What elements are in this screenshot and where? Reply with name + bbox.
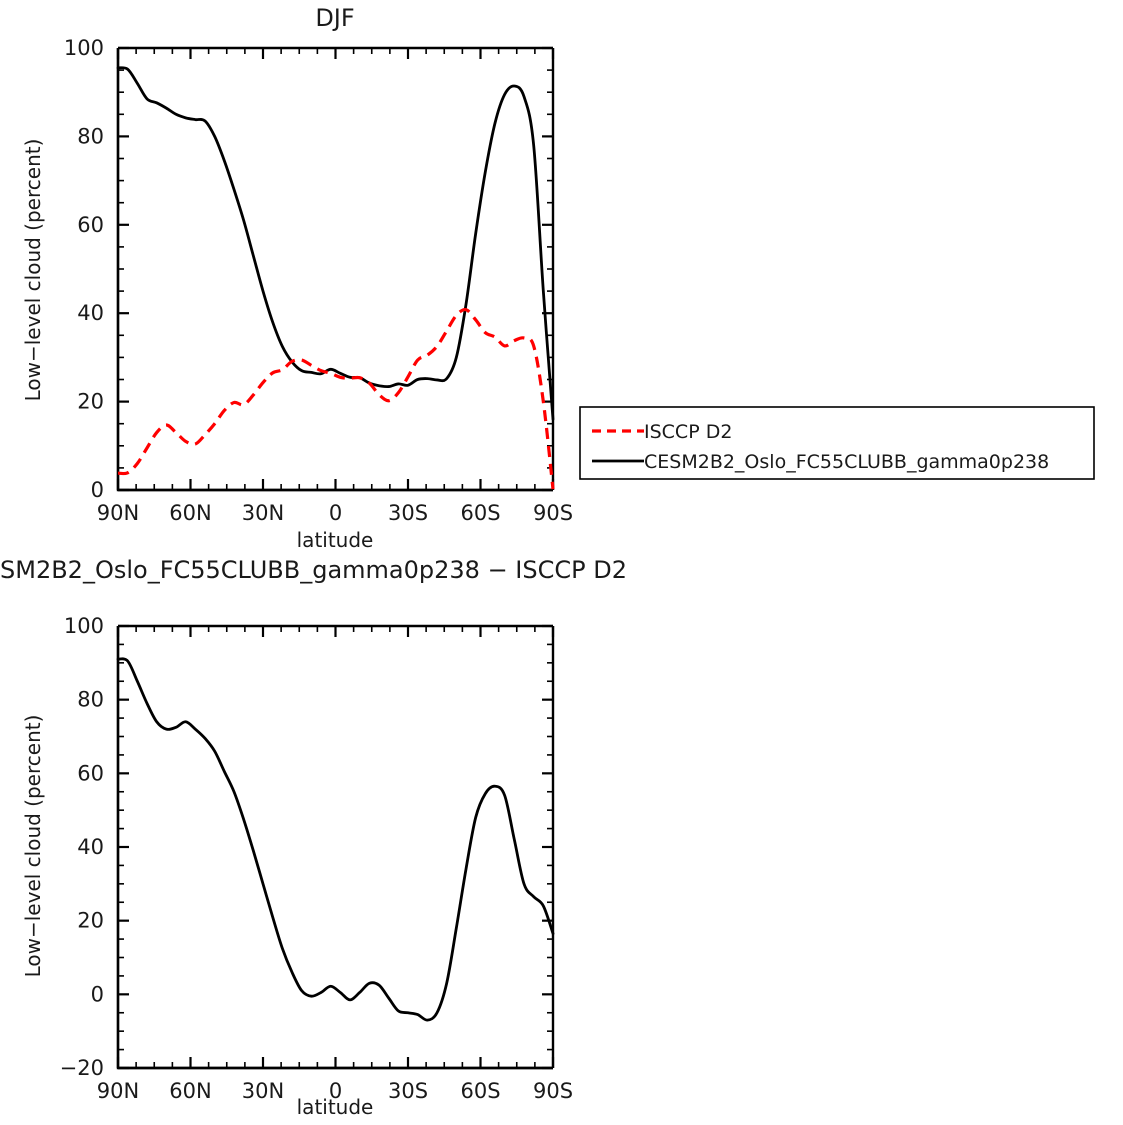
x-tick-label: 30S: [388, 1079, 428, 1103]
x-tick-label: 60S: [460, 1079, 500, 1103]
bottom-chart-title: SM2B2_Oslo_FC55CLUBB_gamma0p238 − ISCCP …: [0, 556, 627, 584]
y-tick-label: 20: [77, 390, 104, 414]
y-tick-label: −20: [60, 1056, 104, 1080]
bottom-chart-title-svg: SM2B2_Oslo_FC55CLUBB_gamma0p238 − ISCCP …: [0, 556, 627, 584]
top-chart-title: DJF: [315, 4, 354, 32]
bottom-chart-panel: 90N 60N 30N 0 30S 60S 90S −20 0 20 40 60 80 100 latit…: [0, 586, 580, 1125]
x-tick-label: 0: [329, 501, 342, 525]
bottom-chart-axes: 90N 60N 30N 0 30S 60S 90S −20 0 20 40 60 80 100: [60, 614, 573, 1103]
bottom-chart-xlabel: latitude: [297, 1095, 374, 1119]
top-chart-axis-labels: latitude Low−level cloud (percent): [21, 139, 373, 552]
y-tick-label: 0: [91, 982, 104, 1006]
top-chart-series: [116, 66, 555, 490]
x-tick-label: 0: [329, 1079, 342, 1103]
x-tick-label: 60S: [460, 501, 500, 525]
y-tick-label: 60: [77, 213, 104, 237]
x-tick-label: 30S: [388, 501, 428, 525]
legend: ISCCP D2 CESM2B2_Oslo_FC55CLUBB_gamma0p2…: [578, 405, 1098, 487]
bottom-chart-svg: 90N 60N 30N 0 30S 60S 90S −20 0 20 40 60 80 100 latit…: [21, 614, 573, 1119]
y-tick-label: 80: [77, 688, 104, 712]
y-tick-label: 20: [77, 909, 104, 933]
y-tick-label: 40: [77, 835, 104, 859]
x-tick-label: 30N: [242, 1079, 284, 1103]
legend-label-cesm: CESM2B2_Oslo_FC55CLUBB_gamma0p238: [644, 451, 1049, 473]
legend-entry-cesm[interactable]: CESM2B2_Oslo_FC55CLUBB_gamma0p238: [592, 451, 1049, 473]
legend-border: [579, 406, 1095, 480]
y-tick-label: 60: [77, 761, 104, 785]
x-tick-label: 30N: [242, 501, 284, 525]
top-chart-xlabel: latitude: [297, 528, 374, 552]
x-tick-label: 60N: [169, 501, 211, 525]
x-tick-label: 90N: [97, 1079, 139, 1103]
series-line-solid: [116, 66, 555, 421]
x-tick-label: 60N: [169, 1079, 211, 1103]
series-line-solid: [116, 657, 555, 1022]
top-chart-axes: 90N 60N 30N 0 30S 60S 90S 0 20 40 60 80 100: [64, 36, 573, 525]
legend-entry-isccp[interactable]: ISCCP D2: [592, 421, 732, 443]
bottom-chart-ylabel: Low−level cloud (percent): [21, 715, 45, 978]
top-chart-title-group: DJF: [315, 4, 354, 32]
x-tick-label: 90N: [97, 501, 139, 525]
top-chart-panel: DJF 90N 60N 30N 0 30S 60S 90S 0 20 40 60 80 100 lati…: [0, 0, 580, 560]
bottom-chart-axis-labels: latitude Low−level cloud (percent): [21, 715, 373, 1119]
legend-svg: ISCCP D2 CESM2B2_Oslo_FC55CLUBB_gamma0p2…: [579, 406, 1095, 480]
y-tick-label: 0: [91, 478, 104, 502]
legend-label-isccp: ISCCP D2: [644, 421, 732, 443]
y-tick-label: 100: [64, 36, 104, 60]
top-chart-svg: DJF 90N 60N 30N 0 30S 60S 90S 0 20 40 60 80 100 lati…: [21, 4, 573, 552]
y-tick-label: 40: [77, 301, 104, 325]
y-tick-label: 80: [77, 124, 104, 148]
x-tick-label: 90S: [533, 1079, 573, 1103]
series-line-dashed: [117, 307, 555, 490]
y-tick-label: 100: [64, 614, 104, 638]
x-tick-label: 90S: [533, 501, 573, 525]
bottom-chart-series: [116, 657, 555, 1022]
bottom-chart-title-wrap: SM2B2_Oslo_FC55CLUBB_gamma0p238 − ISCCP …: [0, 552, 700, 586]
top-chart-ylabel: Low−level cloud (percent): [21, 139, 45, 402]
